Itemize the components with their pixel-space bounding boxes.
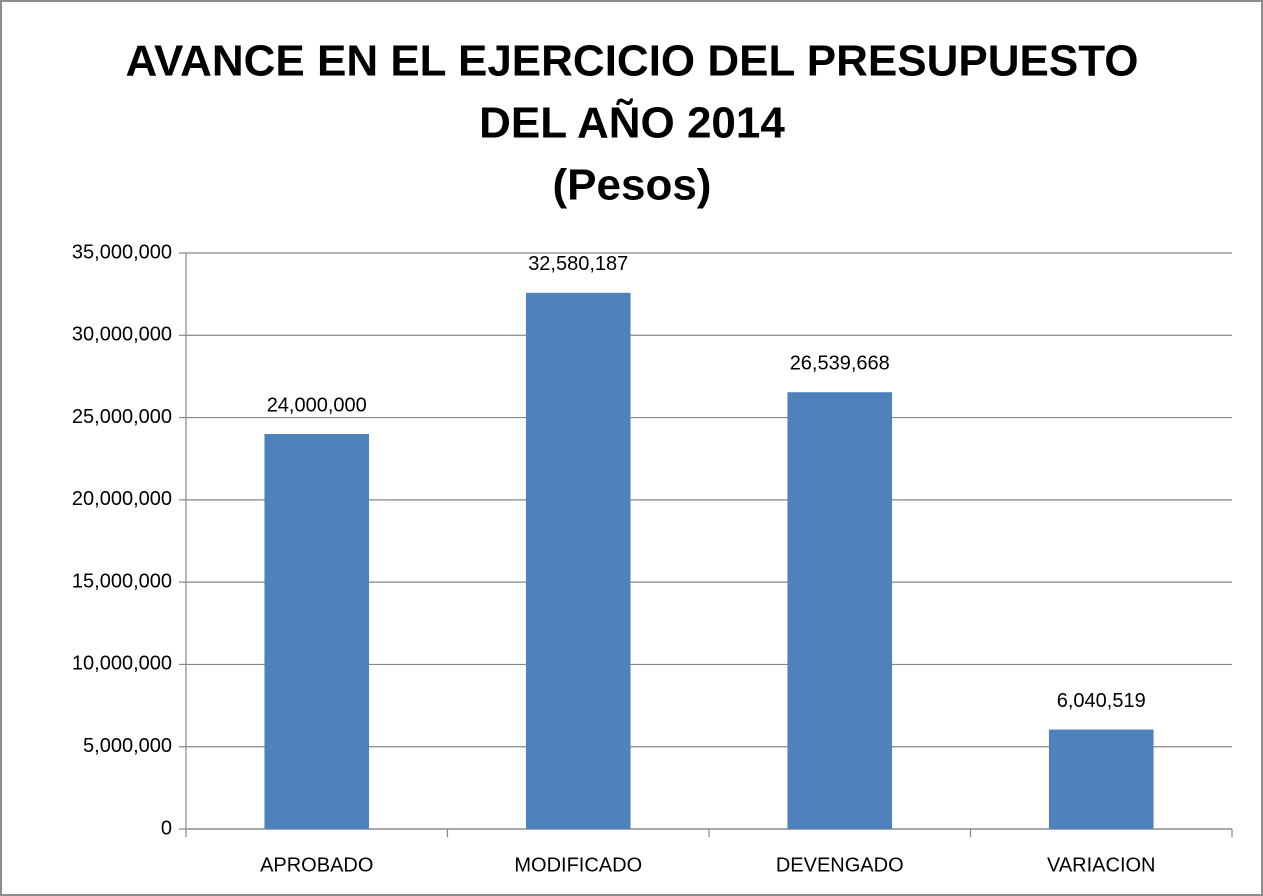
y-tick-label: 10,000,000 (72, 653, 172, 675)
x-tick-label: APROBADO (260, 854, 373, 876)
y-tick-label: 25,000,000 (72, 406, 172, 428)
bar (1048, 729, 1154, 829)
bar (787, 392, 893, 829)
y-tick-label: 30,000,000 (72, 324, 172, 346)
chart-title: (Pesos) (553, 161, 712, 210)
x-tick-label: VARIACION (1047, 854, 1156, 876)
x-tick-label: DEVENGADO (776, 854, 904, 876)
data-label: 26,539,668 (790, 353, 890, 375)
bar (525, 292, 631, 829)
chart-title: DEL AÑO 2014 (479, 98, 785, 148)
bar (264, 434, 370, 829)
y-tick-label: 35,000,000 (72, 241, 172, 263)
x-tick-label: MODIFICADO (514, 854, 642, 876)
data-label: 32,580,187 (528, 253, 628, 275)
data-label: 6,040,519 (1057, 690, 1146, 712)
y-tick-label: 0 (161, 817, 172, 839)
y-tick-label: 5,000,000 (83, 735, 172, 757)
y-tick-label: 20,000,000 (72, 488, 172, 510)
data-label: 24,000,000 (267, 394, 367, 416)
chart-title: AVANCE EN EL EJERCICIO DEL PRESUPUESTO (125, 37, 1138, 86)
y-tick-label: 15,000,000 (72, 570, 172, 592)
